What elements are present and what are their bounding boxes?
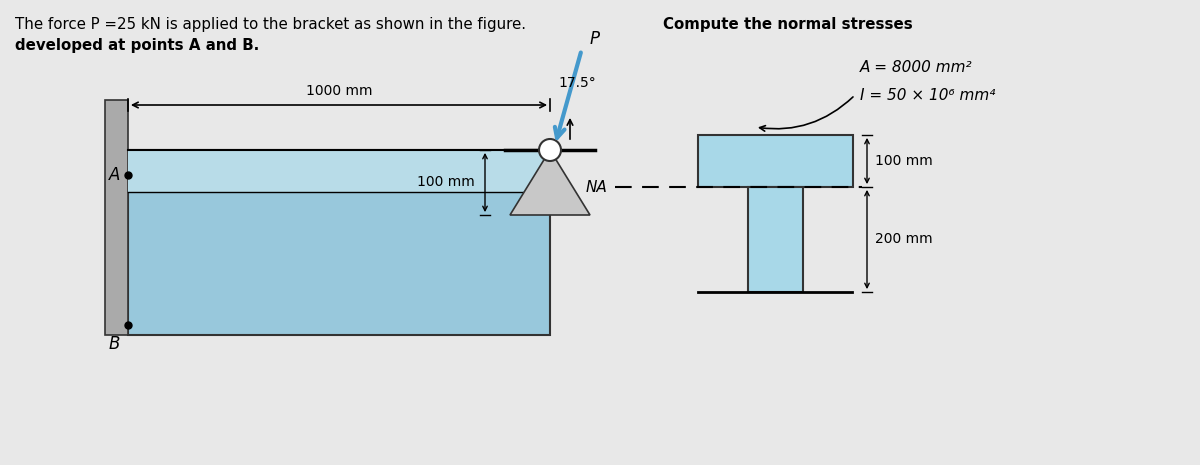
- Text: 17.5°: 17.5°: [558, 76, 595, 90]
- Text: NA: NA: [586, 179, 607, 194]
- Bar: [698, 135, 853, 187]
- Text: A = 8000 mm²: A = 8000 mm²: [860, 60, 973, 75]
- Circle shape: [539, 139, 562, 161]
- Text: I = 50 × 10⁶ mm⁴: I = 50 × 10⁶ mm⁴: [860, 88, 995, 103]
- Text: B: B: [109, 335, 120, 353]
- Text: P: P: [589, 30, 600, 48]
- Text: A: A: [109, 166, 120, 184]
- Bar: [106, 100, 128, 335]
- Text: Compute the normal stresses: Compute the normal stresses: [662, 17, 913, 32]
- Text: developed at points A and B.: developed at points A and B.: [14, 38, 259, 53]
- Text: The force P =25 kN is applied to the bracket as shown in the figure.: The force P =25 kN is applied to the bra…: [14, 17, 530, 32]
- Polygon shape: [510, 150, 590, 215]
- Text: 1000 mm: 1000 mm: [306, 84, 372, 98]
- Text: 100 mm: 100 mm: [875, 154, 932, 168]
- Bar: [128, 150, 550, 335]
- Text: 200 mm: 200 mm: [875, 232, 932, 246]
- Bar: [748, 187, 803, 292]
- Text: 100 mm: 100 mm: [418, 175, 475, 190]
- Bar: [128, 150, 550, 192]
